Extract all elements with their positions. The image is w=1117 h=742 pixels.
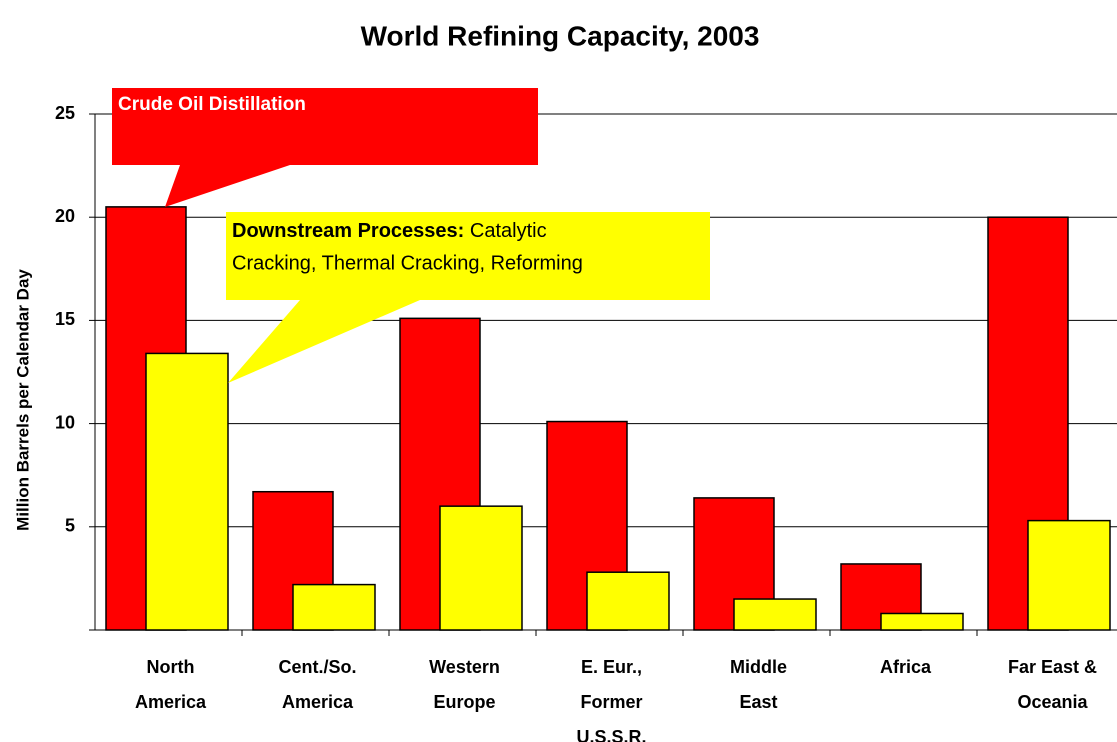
bar — [439, 505, 523, 631]
x-tick-label: North America — [135, 657, 207, 712]
y-tick-label: 25 — [55, 103, 75, 123]
x-tick-label: Africa — [880, 657, 932, 677]
y-tick-label: 5 — [65, 516, 75, 536]
callout-pointer — [228, 300, 420, 383]
bar — [292, 583, 376, 631]
legend-description: Cracking, Thermal Cracking, Reforming — [232, 252, 583, 274]
y-axis-label: Million Barrels per Calendar Day — [13, 269, 32, 531]
x-tick-label: Western Europe — [429, 657, 500, 712]
x-tick-label: E. Eur., Former U.S.S.R. — [576, 657, 646, 742]
legend-label: Downstream Processes: Catalytic — [232, 220, 547, 242]
y-tick-label: 15 — [55, 309, 75, 329]
bar — [145, 352, 229, 631]
chart-title: World Refining Capacity, 2003 — [361, 20, 760, 51]
legend-label: Crude Oil Distillation — [118, 94, 306, 115]
callout-box — [112, 88, 538, 165]
x-tick-label: Middle East — [730, 657, 787, 712]
x-tick-label: Far East & Oceania — [1008, 657, 1097, 712]
bar — [733, 598, 817, 631]
legend-description: Catalytic — [470, 220, 547, 242]
bar — [1027, 519, 1111, 631]
y-tick-label: 10 — [55, 412, 75, 432]
bar — [880, 612, 964, 631]
callout-pointer — [165, 165, 290, 207]
y-tick-label: 20 — [55, 206, 75, 226]
bar — [586, 571, 670, 631]
x-tick-label: Cent./So. America — [278, 657, 356, 712]
legend-name: Downstream Processes: — [232, 220, 464, 242]
callout-box — [226, 212, 710, 300]
